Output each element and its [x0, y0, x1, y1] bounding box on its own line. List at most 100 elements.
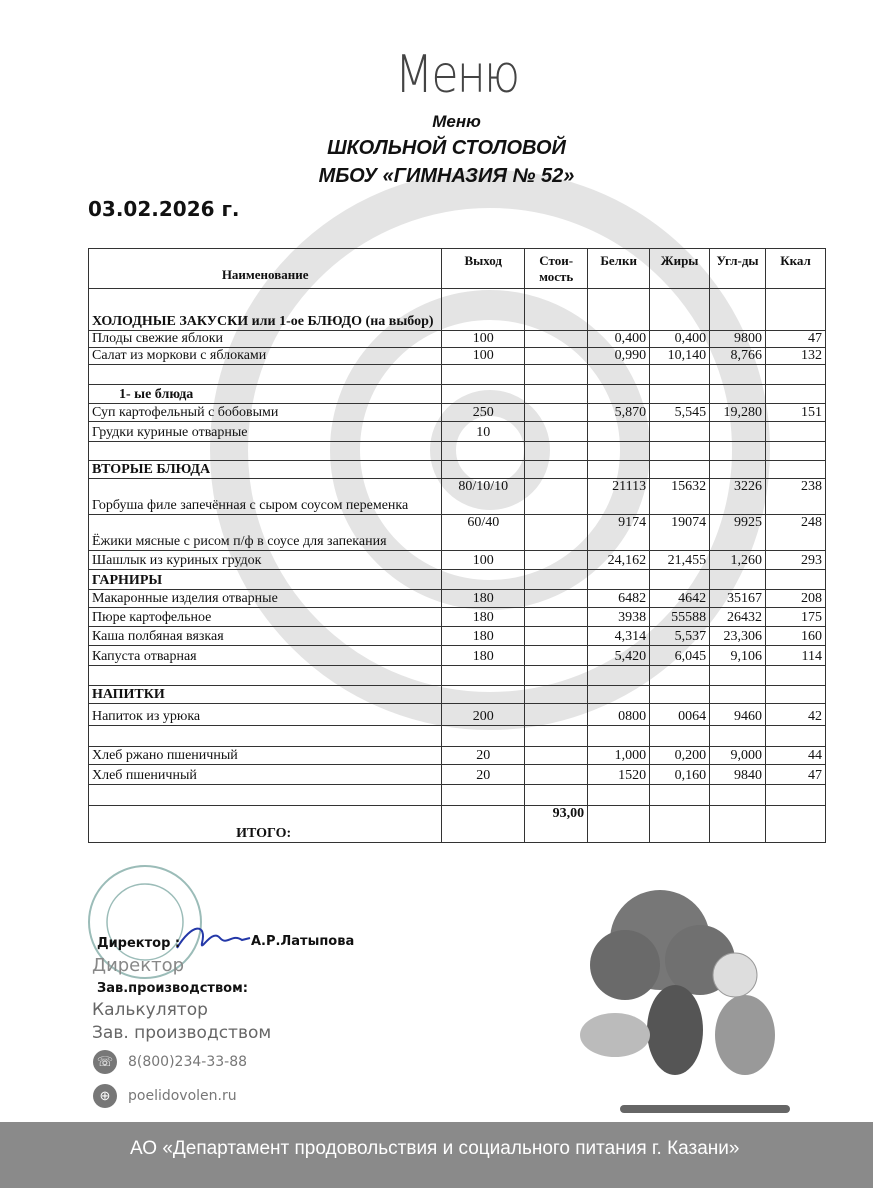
table-row: Шашлык из куриных грудок 100 24,162 21,455 1… — [87, 550, 826, 570]
fat — [649, 460, 711, 479]
cost — [524, 589, 589, 608]
output: 180 — [441, 589, 526, 608]
cost — [524, 403, 589, 422]
total-label: ИТОГО: — [87, 805, 443, 843]
fat: 6,045 — [649, 645, 711, 666]
fat: 4642 — [649, 589, 711, 608]
kcal: 208 — [765, 589, 826, 608]
output: 200 — [441, 703, 526, 726]
header-protein: Белки — [587, 248, 651, 289]
fat: 0,160 — [649, 764, 711, 785]
total-protein — [587, 805, 651, 843]
carbs — [709, 460, 767, 479]
cost — [524, 421, 589, 442]
output — [441, 384, 526, 404]
cost — [524, 746, 589, 765]
dish-name: Хлеб ржано пшеничный — [87, 746, 443, 765]
cost — [524, 703, 589, 726]
template-director: Директор — [92, 955, 185, 976]
kcal — [765, 784, 826, 806]
kcal: 47 — [765, 764, 826, 785]
output: 180 — [441, 626, 526, 646]
kcal — [765, 441, 826, 461]
carbs: 9,106 — [709, 645, 767, 666]
dish-name — [87, 725, 443, 747]
kcal: 114 — [765, 645, 826, 666]
kcal: 44 — [765, 746, 826, 765]
school-stamp — [88, 865, 202, 979]
dish-name — [87, 441, 443, 461]
fat — [649, 569, 711, 590]
phone-number: 8(800)234-33-88 — [128, 1054, 248, 1070]
kcal: 132 — [765, 347, 826, 365]
kcal: 293 — [765, 550, 826, 570]
total-carbs — [709, 805, 767, 843]
menu-date: 03.02.2026 г. — [88, 197, 240, 221]
table-row: Грудки куриные отварные 10 — [87, 421, 826, 442]
cost — [524, 514, 589, 551]
director-label: Директор : — [97, 936, 181, 951]
title-line-3: МБОУ «ГИМНАЗИЯ № 52» — [318, 165, 575, 187]
dish-name: Салат из моркови с яблоками — [87, 347, 443, 365]
output: 180 — [441, 645, 526, 666]
fat — [649, 364, 711, 385]
cost — [524, 441, 589, 461]
cost — [524, 460, 589, 479]
carbs: 23,306 — [709, 626, 767, 646]
total-fat — [649, 805, 711, 843]
template-calculator: Калькулятор — [92, 1000, 208, 1020]
output — [441, 460, 526, 479]
empty-row — [87, 665, 826, 686]
fat: 5,545 — [649, 403, 711, 422]
fat — [649, 784, 711, 806]
cost — [524, 347, 589, 365]
cost — [524, 607, 589, 627]
dish-name: НАПИТКИ — [87, 685, 443, 704]
dish-name: Ёжики мясные с рисом п/ф в соусе для зап… — [87, 514, 443, 551]
cost — [524, 764, 589, 785]
protein — [587, 441, 651, 461]
table-row: Капуста отварная 180 5,420 6,045 9,106 114 — [87, 645, 826, 666]
menu-table: Наименование Выход Стои-мость Белки Жиры… — [87, 248, 826, 843]
fat: 0,200 — [649, 746, 711, 765]
dish-name: Шашлык из куриных грудок — [87, 550, 443, 570]
dish-name: Капуста отварная — [87, 645, 443, 666]
protein: 5,420 — [587, 645, 651, 666]
kcal — [765, 725, 826, 747]
cost — [524, 569, 589, 590]
output: 100 — [441, 347, 526, 365]
protein: 0,990 — [587, 347, 651, 365]
total-row: ИТОГО: 93,00 — [87, 805, 826, 843]
fat — [649, 685, 711, 704]
kcal — [765, 569, 826, 590]
protein: 24,162 — [587, 550, 651, 570]
carbs: 26432 — [709, 607, 767, 627]
empty-row — [87, 364, 826, 385]
cost — [524, 784, 589, 806]
cost — [524, 665, 589, 686]
output: 100 — [441, 330, 526, 348]
protein: 0,400 — [587, 330, 651, 348]
handwritten-title: Меню — [395, 45, 520, 105]
dish-name — [87, 665, 443, 686]
dish-name: Горбуша филе запечённая с сыром соусом п… — [87, 478, 443, 515]
header-kcal: Ккал — [765, 248, 826, 289]
carbs: 35167 — [709, 589, 767, 608]
protein — [587, 421, 651, 442]
table-row: Плоды свежие яблоки 100 0,400 0,400 9800 47 — [87, 330, 826, 348]
cost — [524, 384, 589, 404]
output: 100 — [441, 550, 526, 570]
protein: 3938 — [587, 607, 651, 627]
fat: 15632 — [649, 478, 711, 515]
dish-name: ХОЛОДНЫЕ ЗАКУСКИ или 1-ое БЛЮДО (на выбо… — [87, 288, 443, 331]
table-row: Макаронные изделия отварные 180 6482 4642 35… — [87, 589, 826, 608]
fat: 10,140 — [649, 347, 711, 365]
header-output: Выход — [441, 248, 526, 289]
header-fat: Жиры — [649, 248, 711, 289]
table-row: Горбуша филе запечённая с сыром соусом п… — [87, 478, 826, 515]
kcal — [765, 364, 826, 385]
section-row: ГАРНИРЫ — [87, 569, 826, 590]
dish-name: Каша полбяная вязкая — [87, 626, 443, 646]
kcal — [765, 384, 826, 404]
fat: 55588 — [649, 607, 711, 627]
